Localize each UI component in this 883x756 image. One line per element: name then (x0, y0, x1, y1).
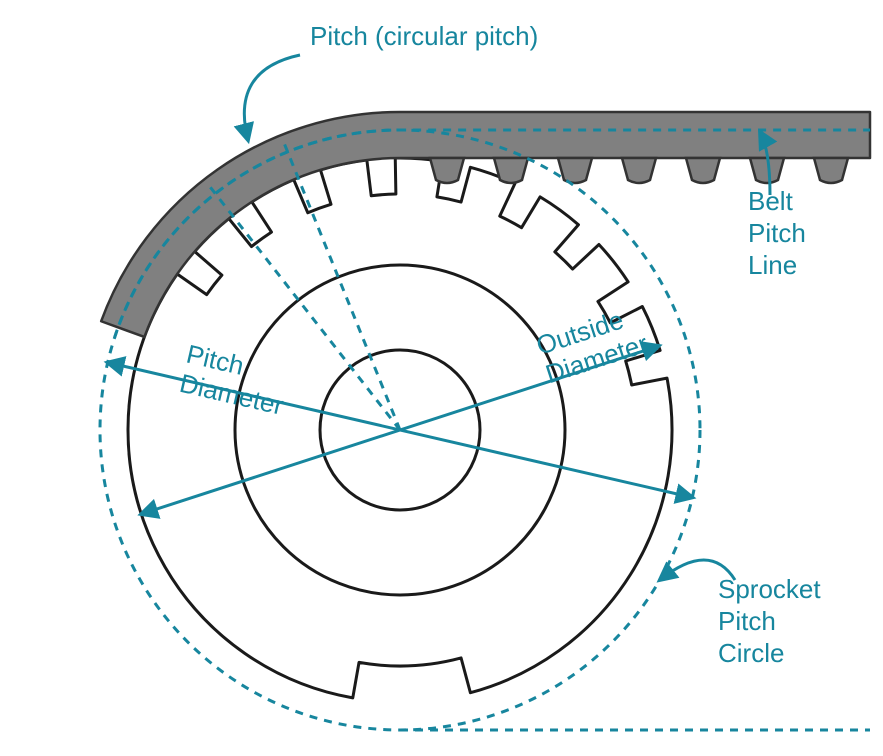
sprocket-pitch-circle-label-line: Pitch (718, 606, 776, 636)
belt-pitch-line-label-line: Belt (748, 186, 794, 216)
belt-tooth (686, 158, 720, 183)
belt-tooth (494, 158, 528, 183)
belt-tooth (558, 158, 592, 183)
pitch-title-label: Pitch (circular pitch) (310, 21, 538, 51)
outside-diameter-label: OutsideDiameter (533, 299, 652, 389)
belt-pitch-line-label-line: Line (748, 250, 797, 280)
belt-tooth (622, 158, 656, 183)
belt-tooth (430, 158, 464, 183)
pitch-radial (284, 143, 400, 430)
pitch-leader (244, 55, 300, 140)
pitch-title-label-line: Pitch (circular pitch) (310, 21, 538, 51)
pitch-diameter-label: PitchDiameter (177, 339, 294, 421)
sprocket-pitch-circle-label: SprocketPitchCircle (718, 574, 821, 668)
sprocket-pitch-circle-label-line: Sprocket (718, 574, 821, 604)
belt-tooth (814, 158, 848, 183)
sprocket-pitch-circle-label-line: Circle (718, 638, 784, 668)
belt-pitch-line-label: BeltPitchLine (748, 186, 806, 280)
belt-pitch-line-label-line: Pitch (748, 218, 806, 248)
